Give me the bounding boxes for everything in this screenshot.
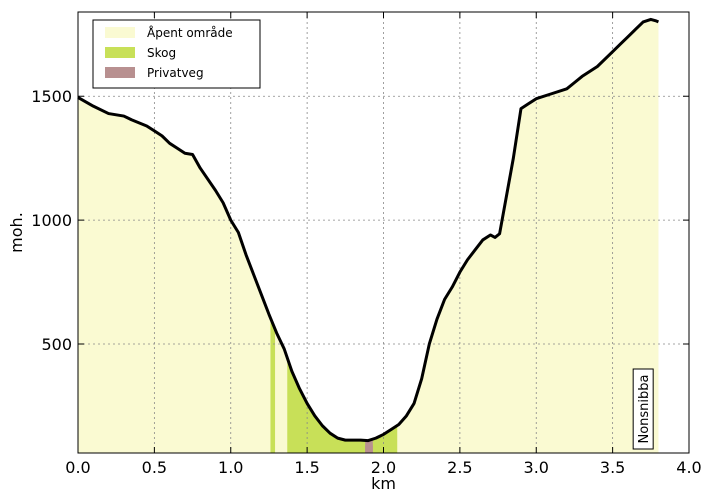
legend-label-skog: Skog bbox=[147, 46, 176, 60]
annotation-label: Nonsnibba bbox=[637, 374, 652, 443]
band-skog-1 bbox=[270, 317, 276, 453]
legend-swatch-privatveg bbox=[105, 67, 135, 78]
x-tick-label: 4.0 bbox=[676, 458, 701, 477]
axis-ticks: 0.0 0.5 1.0 1.5 2.0 2.5 3.0 3.5 4.0 500 1000 1500 bbox=[31, 12, 702, 477]
legend: Åpent område Skog Privatveg bbox=[92, 19, 261, 89]
band-skog-2 bbox=[287, 357, 398, 453]
x-tick-label: 0.0 bbox=[65, 458, 90, 477]
annotation-nonsnibba: Nonsnibba bbox=[632, 368, 654, 450]
band-fills bbox=[270, 317, 398, 453]
x-axis-label: km bbox=[371, 474, 396, 493]
grid-lines bbox=[78, 12, 689, 453]
elevation-profile-line bbox=[77, 17, 660, 443]
x-tick-label: 3.5 bbox=[600, 458, 625, 477]
y-tick-label: 500 bbox=[41, 335, 72, 354]
x-tick-label: 2.0 bbox=[371, 458, 396, 477]
series-apent-omrade-area bbox=[78, 19, 659, 453]
x-tick-label: 1.0 bbox=[218, 458, 243, 477]
y-axis-label: moh. bbox=[7, 212, 26, 253]
band-privatveg-block bbox=[365, 445, 373, 453]
annotation-box bbox=[632, 368, 654, 450]
legend-swatch-apent-omrade bbox=[105, 27, 135, 38]
y-tick-label: 1500 bbox=[31, 87, 72, 106]
x-tick-label: 0.5 bbox=[142, 458, 167, 477]
legend-label-apent-omrade: Åpent område bbox=[147, 25, 233, 40]
x-tick-label: 2.5 bbox=[447, 458, 472, 477]
legend-swatch-skog bbox=[105, 47, 135, 58]
y-tick-label: 1000 bbox=[31, 211, 72, 230]
x-tick-label: 3.0 bbox=[524, 458, 549, 477]
x-tick-label: 1.5 bbox=[294, 458, 319, 477]
legend-label-privatveg: Privatveg bbox=[147, 66, 204, 80]
